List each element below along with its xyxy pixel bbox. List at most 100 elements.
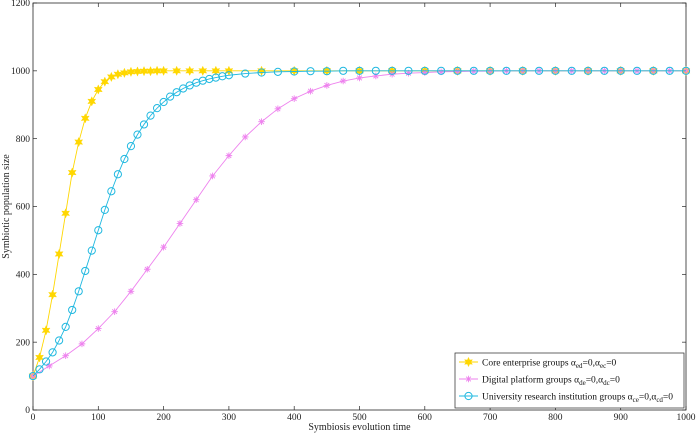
data-point <box>322 67 331 76</box>
legend-marker <box>464 356 473 368</box>
data-point <box>127 287 135 295</box>
data-point <box>87 96 97 107</box>
data-point <box>111 308 118 315</box>
x-tick-label: 800 <box>548 413 563 423</box>
data-point <box>172 88 181 97</box>
data-point <box>80 113 90 124</box>
condition-text: α <box>651 393 656 403</box>
data-point <box>404 66 413 75</box>
data-point <box>469 66 478 75</box>
condition-text: α <box>574 376 579 386</box>
data-point <box>120 154 129 164</box>
data-point <box>420 66 429 75</box>
data-point <box>139 120 149 129</box>
legend-entry: University research institution groups α… <box>459 391 673 404</box>
condition-text: =0 <box>606 359 616 369</box>
data-point <box>306 67 315 76</box>
series-2 <box>28 66 691 381</box>
data-point <box>68 305 77 315</box>
legend-label: Core enterprise groups αed=0,αec=0 <box>482 359 617 371</box>
plot-frame <box>32 2 687 411</box>
x-tick-label: 200 <box>156 413 171 423</box>
condition-text: =0, <box>583 359 595 369</box>
condition-subscript: ed <box>576 362 583 370</box>
data-point <box>405 69 412 77</box>
data-point <box>28 371 38 381</box>
data-point <box>388 66 397 75</box>
series-name: University research institution groups <box>482 393 628 403</box>
data-point <box>81 266 90 276</box>
data-point <box>100 205 109 214</box>
data-point <box>87 246 96 255</box>
data-point <box>74 136 84 148</box>
data-point <box>258 118 265 126</box>
data-point <box>665 66 674 75</box>
data-point <box>600 66 609 75</box>
data-point <box>61 322 70 332</box>
data-point <box>29 372 37 380</box>
condition-subscript: cd <box>656 396 663 404</box>
data-point <box>133 130 142 139</box>
y-axis-title: Symbiotic population size <box>1 154 12 259</box>
data-point <box>48 348 57 357</box>
data-point <box>48 289 57 300</box>
x-tick-label: 600 <box>418 413 433 423</box>
data-point <box>211 65 221 76</box>
data-point <box>273 67 282 76</box>
data-point <box>61 208 71 219</box>
data-point <box>46 362 53 370</box>
data-point <box>225 152 233 159</box>
legend-label: Digital platform groups αde=0,αdc=0 <box>482 375 620 388</box>
data-point <box>421 69 429 76</box>
data-point <box>35 365 44 374</box>
condition-text: α <box>598 376 603 386</box>
condition-text: =0 <box>610 376 620 386</box>
condition-text: α <box>571 359 576 369</box>
data-point <box>176 220 184 227</box>
plot-area <box>28 65 691 382</box>
x-tick-label: 100 <box>91 413 106 423</box>
data-point <box>113 170 122 179</box>
x-tick-label: 400 <box>287 413 302 423</box>
data-point <box>185 65 195 76</box>
condition-text: α <box>595 359 600 369</box>
y-tick-label: 800 <box>16 135 31 145</box>
data-point <box>437 66 446 75</box>
data-point <box>94 226 103 235</box>
data-point <box>551 66 560 75</box>
data-point <box>437 68 445 76</box>
data-point <box>356 74 363 82</box>
data-point <box>35 352 44 363</box>
y-tick-label: 1000 <box>11 67 30 77</box>
data-point <box>209 172 216 180</box>
condition-text: =0, <box>639 393 651 403</box>
data-point <box>55 336 64 345</box>
condition-subscript: dc <box>603 379 610 387</box>
data-point <box>681 66 691 75</box>
data-point <box>74 287 83 296</box>
data-point <box>454 68 461 75</box>
x-axis-title: Symbiosis evolution time <box>308 422 411 433</box>
data-point <box>241 133 249 141</box>
data-point <box>371 66 380 75</box>
data-point <box>355 66 364 75</box>
x-axis: 0 100 200 300 400 500 600 700 800 900 1000 <box>31 3 696 423</box>
condition-subscript: ce <box>633 396 639 404</box>
condition-text: =0 <box>663 393 673 403</box>
data-point <box>192 196 200 204</box>
condition-subscript: de <box>579 379 586 387</box>
data-point <box>143 265 151 273</box>
data-point <box>502 66 511 75</box>
data-point <box>290 67 299 76</box>
data-point <box>453 66 462 75</box>
legend-box <box>454 352 685 409</box>
data-point <box>339 66 348 75</box>
condition-subscript: ec <box>600 362 606 370</box>
legend: Core enterprise groups αed=0,αec=0Digita… <box>454 352 685 409</box>
data-point <box>166 92 175 101</box>
condition-text: =0, <box>586 376 598 386</box>
data-point <box>146 111 155 120</box>
data-point <box>78 340 86 348</box>
legend-entry: Core enterprise groups αed=0,αec=0 <box>459 356 617 371</box>
